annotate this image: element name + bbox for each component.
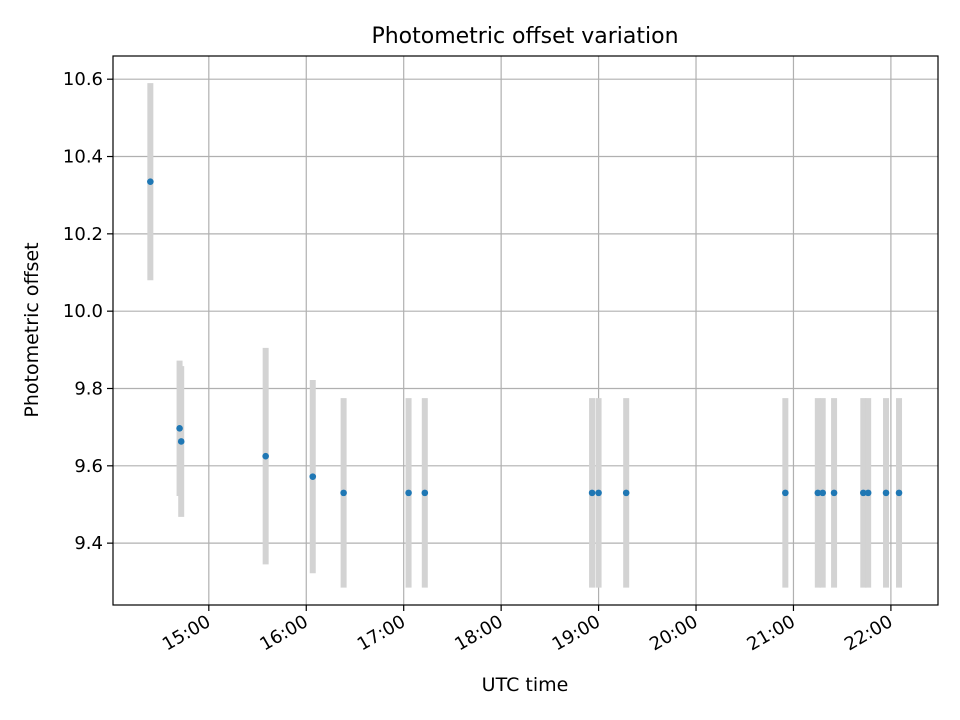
data-point [864,489,872,497]
data-point [262,452,269,460]
data-point [819,489,826,497]
data-point [782,489,789,497]
plot-frame [112,55,939,606]
y-tick-label: 10.6 [63,69,103,90]
x-tick-label: 18:00 [451,611,506,655]
data-point [814,489,822,497]
x-tick-label: 16:00 [256,611,311,655]
x-axis: 15:00 16:00 17:00 18:00 19:00 20:00 21:00 22:00 [159,605,896,655]
data-point [882,489,890,497]
x-tick-label: 22:00 [841,611,896,655]
data-point [177,438,185,445]
y-tick-label: 10.2 [63,224,103,245]
data-point [176,425,183,432]
x-tick-label: 20:00 [646,611,701,655]
error-bars [147,83,903,588]
data-point [309,473,317,480]
data-point [895,489,903,497]
data-point [595,489,602,497]
data-point [147,178,154,185]
data-point [421,489,429,497]
y-axis: 9.4 9.6 9.8 10.0 10.2 10.4 10.6 [63,69,113,554]
data-point [588,489,596,497]
data-point [830,489,838,497]
data-point [405,489,412,497]
data-markers [147,178,903,497]
x-tick-label: 19:00 [549,611,604,655]
data-point [340,489,347,497]
x-tick-label: 17:00 [354,611,409,655]
x-tick-label: 21:00 [744,611,799,655]
y-tick-label: 9.4 [74,533,103,554]
y-axis-label: Photometric offset [21,242,43,417]
y-tick-label: 9.6 [74,456,103,477]
x-axis-label: UTC time [482,674,569,696]
y-tick-label: 10.0 [63,301,103,322]
grid [113,56,938,605]
data-point [859,489,867,497]
y-tick-label: 9.8 [74,378,103,399]
chart-title: Photometric offset variation [371,24,678,49]
data-point [622,489,630,497]
y-tick-label: 10.4 [63,147,103,168]
x-tick-label: 15:00 [159,611,214,655]
